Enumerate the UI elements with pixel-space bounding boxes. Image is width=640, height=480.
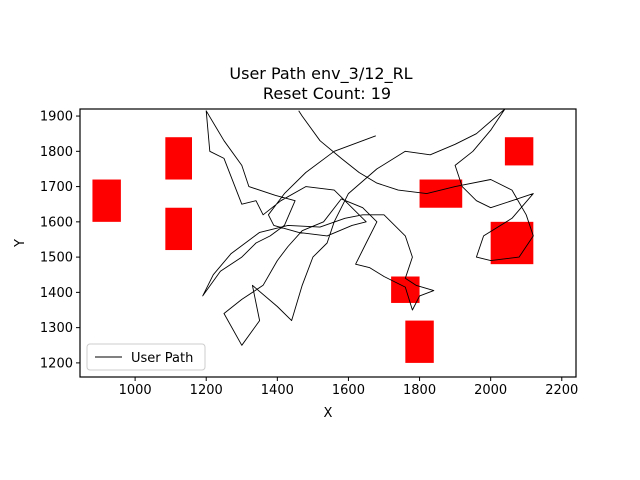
user-path-line	[202, 109, 534, 346]
x-tick-label: 1200	[190, 383, 223, 398]
x-axis-label: X	[324, 406, 333, 421]
y-axis-ticks: 1200 1300 1400 1500 1600 1700 1800 1900	[40, 110, 80, 371]
x-tick-label: 1000	[119, 383, 152, 398]
obstacle-rect	[405, 320, 434, 363]
obstacle-layer	[92, 137, 534, 363]
y-tick-label: 1600	[40, 215, 73, 230]
y-tick-label: 1400	[40, 286, 73, 301]
legend: User Path	[86, 343, 206, 371]
x-tick-label: 1600	[332, 383, 365, 398]
y-tick-label: 1800	[40, 145, 73, 160]
x-tick-label: 2000	[474, 383, 507, 398]
obstacle-rect	[490, 221, 534, 265]
x-tick-label: 1400	[261, 383, 294, 398]
y-axis-label: Y	[13, 239, 28, 248]
obstacle-rect	[165, 137, 192, 180]
y-tick-label: 1900	[40, 110, 73, 125]
y-tick-label: 1200	[40, 356, 73, 371]
y-tick-label: 1300	[40, 321, 73, 336]
plot-frame	[79, 108, 577, 378]
obstacle-rect	[504, 137, 534, 166]
legend-box	[86, 343, 206, 371]
chart-subtitle: Reset Count: 19	[263, 84, 391, 103]
x-tick-label: 2200	[545, 383, 578, 398]
x-tick-label: 1800	[403, 383, 436, 398]
obstacle-rect	[92, 179, 121, 222]
x-axis-ticks: 1000 1200 1400 1600 1800 2000 2200	[119, 377, 578, 398]
path-layer	[202, 109, 534, 346]
obstacle-rect	[391, 276, 420, 303]
legend-label: User Path	[131, 351, 193, 366]
y-tick-label: 1700	[40, 180, 73, 195]
chart-title: User Path env_3/12_RL	[229, 64, 412, 84]
y-tick-label: 1500	[40, 251, 73, 266]
obstacle-rect	[165, 207, 192, 251]
